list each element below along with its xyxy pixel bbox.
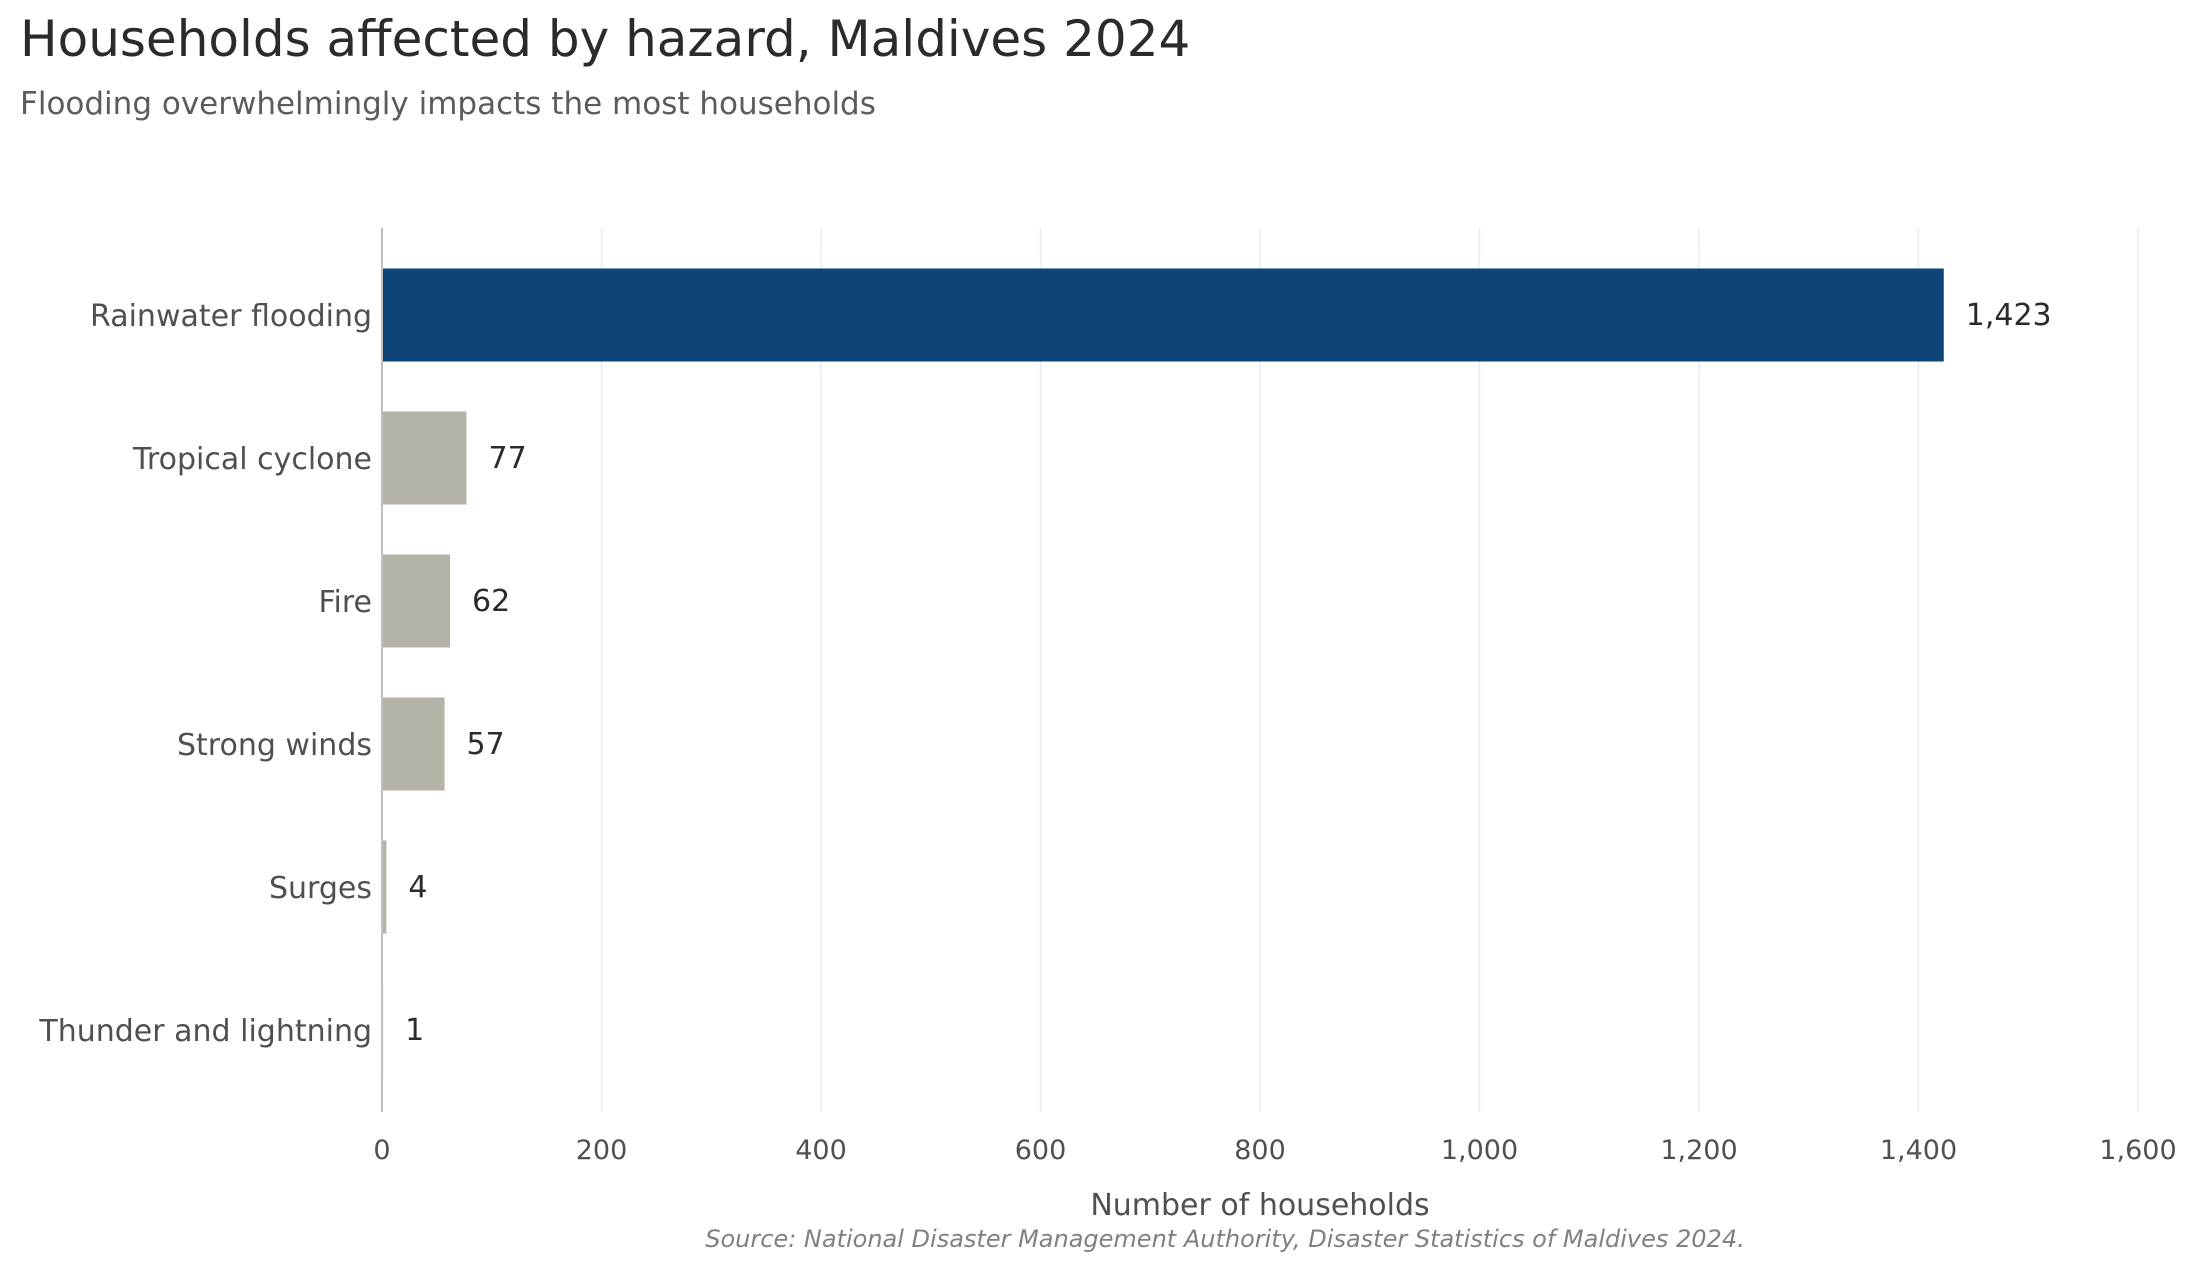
bar — [382, 268, 1944, 362]
bar-value-label: 1,423 — [1966, 298, 2052, 333]
category-labels: Rainwater flooding Tropical cyclone Fire St… — [38, 299, 372, 1049]
x-tick-label: 0 — [373, 1135, 390, 1166]
source-note: Source: National Disaster Management Aut… — [705, 1225, 1744, 1253]
x-tick-label: 1,400 — [1880, 1135, 1957, 1166]
x-tick-label: 200 — [576, 1135, 628, 1166]
x-tick-labels: 0 200 400 600 800 1,000 1,200 1,400 1,600 — [373, 1135, 2176, 1166]
gridlines — [600, 228, 2139, 1112]
x-tick-label: 1,600 — [2099, 1135, 2176, 1166]
x-tick-label: 400 — [795, 1135, 847, 1166]
bar — [382, 554, 451, 648]
x-tick-label: 800 — [1234, 1135, 1286, 1166]
bar-value-label: 62 — [472, 584, 510, 619]
bars: 1,423 77 62 57 4 1 — [382, 268, 2052, 1077]
bar-value-label: 57 — [467, 727, 505, 762]
x-tick-label: 600 — [1015, 1135, 1067, 1166]
bar — [382, 697, 445, 791]
chart-title: Households affected by hazard, Maldives … — [20, 10, 1191, 68]
chart-subtitle: Flooding overwhelmingly impacts the most… — [20, 86, 876, 122]
category-label: Rainwater flooding — [90, 299, 372, 334]
bar — [382, 411, 467, 505]
category-label: Thunder and lightning — [38, 1014, 372, 1049]
bar-value-label: 1 — [405, 1013, 424, 1048]
category-label: Strong winds — [177, 728, 372, 763]
category-label: Fire — [318, 585, 372, 620]
x-tick-label: 1,200 — [1660, 1135, 1737, 1166]
bar-value-label: 4 — [408, 870, 427, 905]
x-tick-label: 1,000 — [1441, 1135, 1518, 1166]
x-axis-title: Number of households — [1090, 1188, 1429, 1223]
category-label: Surges — [269, 871, 372, 906]
category-label: Tropical cyclone — [132, 442, 372, 477]
bar-value-label: 77 — [489, 441, 527, 476]
bar — [382, 840, 387, 934]
